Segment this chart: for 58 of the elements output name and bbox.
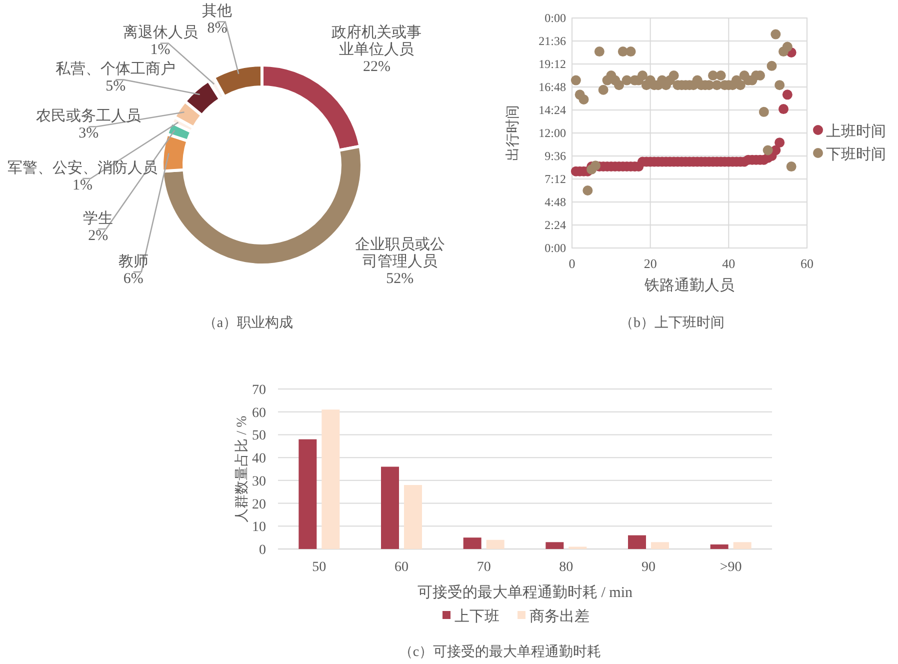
y-tick-label: 16:48 (538, 80, 566, 94)
slice-label: 农民或务工人员 (36, 108, 142, 125)
y-tick-label: 70 (252, 383, 266, 398)
data-label: 52% (386, 270, 414, 287)
x-tick-label: 60 (394, 560, 408, 575)
y-tick-label: 10 (252, 520, 266, 536)
data-label: 1% (72, 178, 93, 194)
y-tick-label: 30 (252, 474, 266, 490)
y-tick-label: 14:24 (538, 103, 566, 117)
data-label: 2% (88, 228, 108, 244)
x-tick-label: >90 (720, 560, 742, 575)
y-tick-label: 50 (252, 428, 266, 444)
x-tick-label: 50 (312, 560, 326, 575)
data-label: 8% (207, 20, 228, 37)
y-tick-label: 19:12 (538, 57, 566, 71)
data-label: 3% (78, 126, 99, 142)
data-label: 6% (123, 270, 144, 287)
x-axis-title: 可接受的最大单程通勤时耗 / min (417, 584, 633, 601)
y-tick-label: 0:00 (544, 241, 566, 255)
y-tick-label: 21:36 (538, 34, 566, 48)
y-tick-label: 40 (252, 452, 266, 467)
x-axis-title: 铁路通勤人员 (644, 277, 734, 294)
slice-label: 政府机关或事业单位人员 (332, 24, 422, 58)
text: （a）职业构成 (202, 315, 294, 331)
slice-label: 其他 (202, 2, 232, 20)
data-label: 1% (150, 42, 170, 58)
slice-label: 军警、公安、消防人员 (8, 160, 158, 177)
y-tick-label: 9:36 (544, 149, 566, 163)
x-tick-label: 60 (800, 256, 814, 271)
slice-label: 企业职员或公司管理人员 (354, 236, 445, 270)
slice-label: 学生 (83, 210, 114, 227)
y-tick-label: 12:00 (538, 126, 566, 140)
y-tick-label: 0:00 (544, 11, 566, 25)
legend-label: 上班时间 (826, 123, 886, 140)
y-axis-title: 出行时间 (505, 105, 521, 161)
x-tick-label: 20 (644, 256, 657, 271)
x-tick-label: 40 (722, 256, 736, 271)
y-tick-label: 0 (259, 543, 266, 558)
slice-label: 离退休人员 (122, 24, 198, 42)
y-tick-label: 4:48 (544, 195, 566, 209)
y-axis-title: 人群数量占比 / % (234, 415, 250, 522)
data-label: 5% (106, 78, 126, 95)
text: （b）上下班时间 (620, 315, 724, 331)
y-tick-label: 20 (252, 497, 266, 512)
slice-label: 教师 (118, 254, 148, 270)
x-tick-label: 70 (476, 560, 491, 575)
x-tick-label: 90 (642, 560, 656, 575)
y-tick-label: 7:12 (544, 172, 566, 186)
x-tick-label: 0 (568, 256, 576, 271)
y-tick-label: 2:24 (544, 218, 566, 232)
legend-label: 上下班 (454, 608, 500, 625)
slice-label: 私营、个体工商户 (56, 60, 176, 78)
legend-label: 商务出差 (530, 608, 590, 625)
y-tick-label: 60 (252, 406, 266, 421)
legend-label: 下班时间 (826, 146, 886, 163)
text: （c）可接受的最大单程通勤时耗 (398, 644, 602, 660)
x-tick-label: 80 (559, 560, 574, 575)
data-label: 22% (362, 58, 390, 75)
